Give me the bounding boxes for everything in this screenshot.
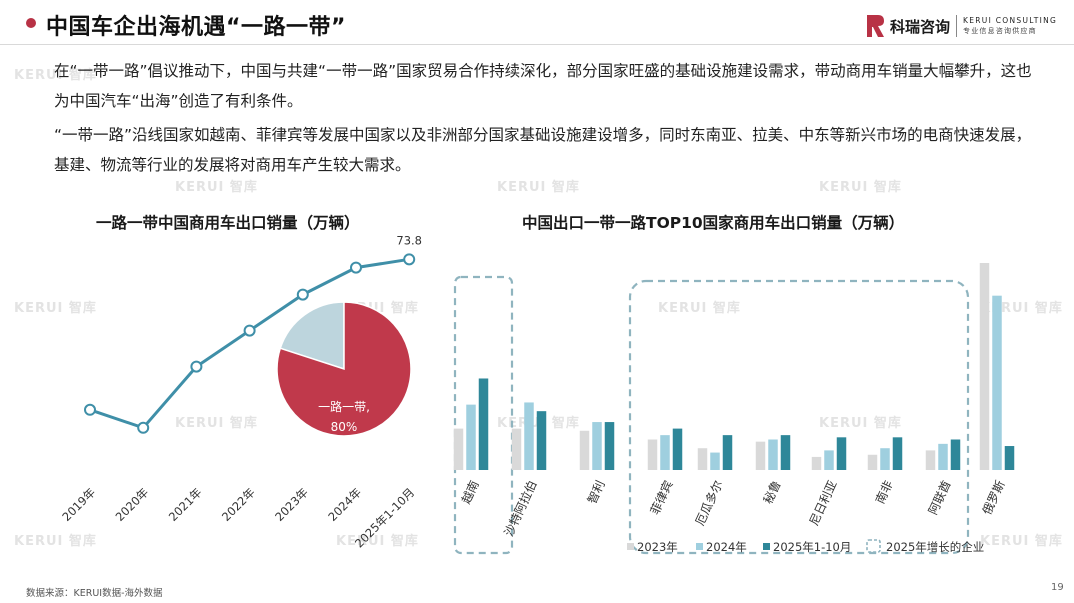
legend-label: 2025年增长的企业 <box>886 540 984 554</box>
bar <box>836 437 847 470</box>
legend-swatch <box>866 539 881 553</box>
x-tick-label: 尼日利亚 <box>807 478 840 527</box>
bar <box>755 441 766 470</box>
brand-logo: 科瑞咨询 KERUI CONSULTING 专业信息咨询供应商 <box>866 11 1057 41</box>
bar <box>579 430 590 470</box>
x-tick-label: 俄罗斯 <box>980 478 1008 517</box>
kerui-logo-icon <box>867 15 884 37</box>
market-paragraph: “一带一路”沿线国家如越南、菲律宾等发展中国家以及非洲部分国家基础设施建设增多，… <box>54 126 1032 174</box>
legend-swatch <box>627 543 634 550</box>
title-bullet <box>26 18 36 28</box>
bar <box>992 295 1002 470</box>
bar-chart-title: 中国出口一带一路TOP10国家商用车出口销量（万辆） <box>522 214 905 232</box>
data-source: 数据来源：KERUI数据-海外数据 <box>26 588 163 599</box>
bar <box>880 448 890 470</box>
x-tick-label: 南非 <box>872 478 896 506</box>
intro-paragraph: 在“一带一路”倡议推动下，中国与共建“一带一路”国家贸易合作持续深化，部分国家旺… <box>54 62 1032 110</box>
bar <box>811 456 822 470</box>
logo-en-text: KERUI CONSULTING <box>963 16 1058 25</box>
line-point <box>350 261 362 274</box>
line-point <box>403 253 416 266</box>
x-tick-label: 阿联酋 <box>925 478 954 517</box>
bar <box>780 435 791 470</box>
bar <box>867 454 878 470</box>
x-tick-label: 2022年 <box>219 485 258 524</box>
bar <box>824 450 834 470</box>
bar <box>453 428 464 470</box>
logo-tagline: 专业信息咨询供应商 <box>963 27 1037 35</box>
bar <box>925 450 936 470</box>
x-tick-label: 沙特阿拉伯 <box>501 478 540 539</box>
x-tick-label: 智利 <box>584 478 608 506</box>
page-number: 19 <box>1051 582 1064 593</box>
header-divider <box>0 44 1074 45</box>
line-chart: 2019年 2020年 2021年 2022年 2023年 2024年2025年1-10月… <box>59 233 422 550</box>
x-tick-label: 2021年 <box>166 485 205 524</box>
x-tick-label: 菲律宾 <box>647 478 676 517</box>
bar <box>892 437 903 470</box>
legend-label: 2023年 <box>637 540 678 554</box>
bar <box>511 428 522 470</box>
page-title: 中国车企出海机遇“一路一带” <box>46 15 346 40</box>
logo-separator <box>956 15 958 37</box>
bar <box>938 443 948 470</box>
legend-swatch <box>763 543 770 550</box>
bar <box>478 378 489 470</box>
pie-value-label: 80% <box>331 420 358 434</box>
bar <box>536 411 547 470</box>
x-tick-label: 2023年 <box>272 485 311 524</box>
legend-swatch <box>696 543 703 550</box>
legend-label: 2024年 <box>706 540 747 554</box>
line-point <box>190 360 203 373</box>
line-chart-title: 一路一带中国商用车出口销量（万辆） <box>96 214 360 232</box>
pie-slice <box>276 301 412 437</box>
bar <box>466 404 476 470</box>
bar <box>672 428 683 470</box>
bar <box>604 422 615 470</box>
bar <box>647 439 658 470</box>
bar <box>1004 446 1015 470</box>
bar <box>660 435 670 470</box>
x-tick-label: 厄瓜多尔 <box>692 478 726 528</box>
x-tick-label: 2020年 <box>113 485 152 524</box>
line-point <box>84 403 96 416</box>
pie-label: 一路一带, <box>318 399 370 414</box>
bar-chart: 越南 沙特阿拉伯 智利 菲律宾 厄瓜多尔 秘鲁 尼日利亚 南非 阿联酋 俄罗斯 2023年 2024年… <box>453 263 1015 555</box>
bar <box>710 452 720 470</box>
x-tick-label: 2019年 <box>59 485 98 524</box>
logo-cn-text: 科瑞咨询 <box>890 17 951 36</box>
bar <box>950 439 961 470</box>
highlight-box <box>453 275 514 555</box>
highlight-box <box>628 279 970 555</box>
x-tick-label: 越南 <box>458 478 482 506</box>
line-point <box>137 421 150 434</box>
bar <box>697 448 708 470</box>
x-tick-label: 秘鲁 <box>761 478 784 506</box>
bar <box>524 402 534 470</box>
data-label: 73.8 <box>396 233 422 247</box>
line-point <box>296 288 309 301</box>
legend-label: 2025年1-10月 <box>773 540 851 554</box>
bar <box>768 439 778 470</box>
line-point <box>243 324 256 337</box>
bar <box>592 422 602 470</box>
bar <box>722 435 733 470</box>
bar <box>979 263 990 470</box>
pie-slice <box>279 301 345 371</box>
x-tick-label: 2024年 <box>325 485 364 524</box>
